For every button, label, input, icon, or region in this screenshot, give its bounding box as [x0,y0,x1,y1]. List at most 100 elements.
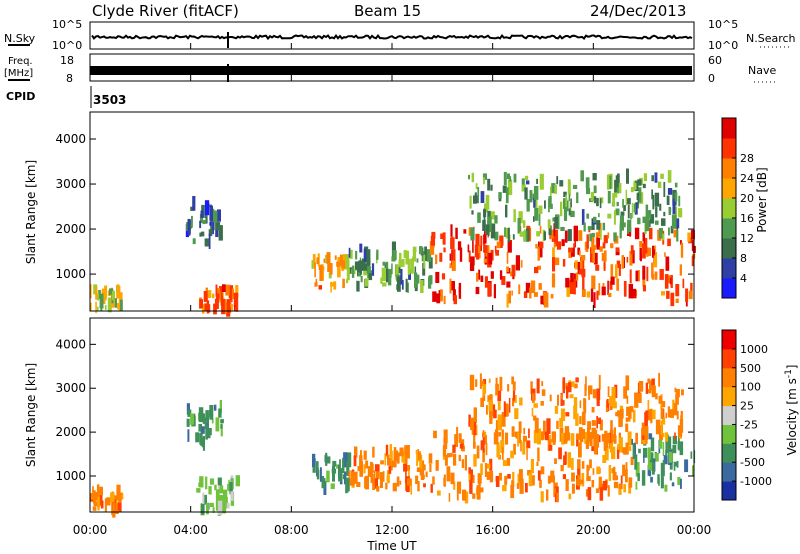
velocity-echo-cell [359,455,363,467]
velocity-colorbar-label: 25 [740,400,754,413]
power-echo-cell [678,208,683,218]
velocity-echo-cell [493,409,497,419]
velocity-echo-cell [571,472,575,482]
power-echo-cell [511,290,513,296]
velocity-echo-cell [580,427,583,434]
power-echo-cell [336,261,340,267]
power-echo-cell [659,269,664,280]
velocity-echo-cell [672,399,675,416]
power-echo-cell [674,206,677,221]
power-colorbar-segment [722,238,736,259]
power-echo-cell [525,175,529,180]
power-echo-cell [626,256,629,263]
power-echo-cell [506,251,509,264]
power-echo-cell [217,209,221,222]
velocity-echo-cell [461,459,465,468]
power-echo-cell [111,291,115,301]
power-echo-cell [231,288,235,300]
velocity-echo-cell [669,409,674,418]
velocity-echo-cell [625,423,629,432]
velocity-echo-cell [598,375,601,390]
power-echo-cell [586,234,589,249]
velocity-echo-cell [611,387,616,403]
power-echo-cell [471,172,475,183]
velocity-echo-cell [681,389,684,396]
velocity-echo-cell [470,417,474,431]
power-echo-cell [483,237,486,252]
velocity-echo-cell [591,427,596,440]
station-title: Clyde River (fitACF) [92,2,239,20]
power-echo-cell [654,245,657,251]
power-echo-cell [218,292,221,300]
velocity-echo-cell [512,390,516,401]
velocity-echo-cell [430,483,433,493]
velocity-echo-cell [407,478,412,486]
power-echo-cell [533,292,538,297]
velocity-echo-cell [637,473,640,482]
velocity-echo-cell [613,475,619,481]
power-echo-cell [590,247,594,263]
power-echo-cell [472,239,474,253]
power-echo-cell [206,300,210,314]
power-echo-cell [209,221,212,226]
power-echo-cell [616,260,621,269]
velocity-echo-cell [450,472,455,485]
xtick-label: 00:00 [677,523,712,537]
velocity-echo-cell [674,432,676,440]
velocity-echo-cell [663,455,668,465]
power-echo-cell [414,272,417,288]
velocity-colorbar-segment [722,386,736,407]
power-echo-cell [451,260,456,271]
velocity-echo-cell [540,491,544,503]
velocity-echo-cell [673,461,678,467]
power-echo-cell [506,266,510,273]
freq-tick-bottom: 8 [66,72,73,85]
power-echo-cell [651,273,655,280]
power-colorbar-segment [722,178,736,199]
velocity-echo-cell [374,464,380,472]
power-echo-cell [627,204,630,219]
velocity-echo-cell [634,454,638,470]
velocity-echo-cell [568,382,572,393]
velocity-echo-cell [641,428,643,445]
power-echo-cell [455,227,458,239]
velocity-echo-cell [458,433,462,443]
power-echo-cell [204,303,208,312]
velocity-echo-cell [501,411,506,427]
velocity-echo-cell [537,470,541,481]
power-echo-cell [623,281,627,297]
power-echo-cell [212,293,215,299]
power-echo-cell [619,224,622,239]
velocity-colorbar-frame [721,329,737,501]
velocity-echo-cell [650,437,655,452]
power-echo-cell [386,268,389,283]
power-echo-cell [525,180,530,185]
power-echo-cell [532,193,536,201]
velocity-echo-cell [673,402,678,416]
velocity-echo-cell [539,479,542,488]
velocity-y-axis-label: Slant Range [km] [24,363,38,467]
power-echo-cell [548,225,552,236]
power-echo-cell [580,170,584,182]
power-echo-cell [213,210,218,223]
power-echo-cell [208,229,213,237]
velocity-echo-cell [607,485,610,497]
velocity-colorbar-segment [722,367,736,388]
velocity-echo-cell [522,441,526,455]
power-echo-cell [506,173,510,180]
velocity-echo-cell [536,378,540,394]
velocity-echo-cell [553,475,555,487]
power-echo-cell [610,276,615,285]
velocity-echo-cell [550,470,555,483]
power-echo-cell [537,246,540,261]
power-echo-cell [90,302,92,312]
velocity-echo-cell [650,452,654,465]
power-echo-cell [675,284,680,297]
velocity-echo-cell [450,452,453,457]
power-echo-cell [508,290,511,304]
velocity-echo-cell [622,447,627,454]
velocity-echo-cell [456,426,459,438]
power-echo-cell [192,196,196,211]
power-echo-cell [120,299,123,312]
velocity-echo-cell [408,470,410,482]
